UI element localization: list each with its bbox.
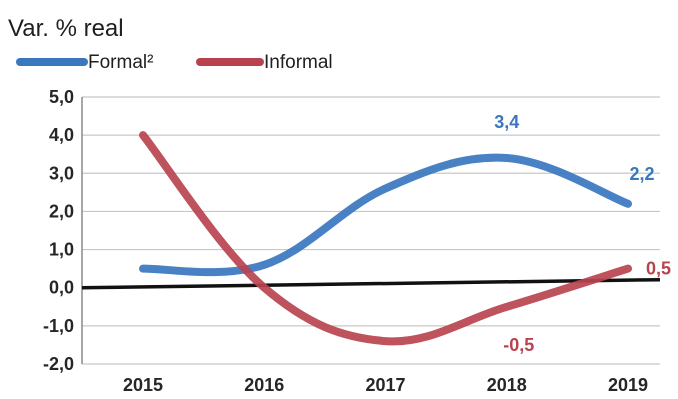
zero-axis-line [81, 277, 661, 290]
y-axis-ticks: 5,0 4,0 3,0 2,0 1,0 0,0 -1,0 -2,0 [43, 87, 74, 374]
axes [81, 97, 661, 364]
y-tick-label-3: 2,0 [49, 201, 74, 221]
legend-label-informal: Informal [264, 52, 333, 73]
legend: Formal² Informal [16, 52, 333, 73]
x-axis-ticks: 2015 2016 2017 2018 2019 [123, 375, 648, 395]
y-tick-label-6: -1,0 [43, 316, 74, 336]
x-tick-label-2019: 2019 [608, 375, 648, 395]
y-tick-label-5: 0,0 [49, 278, 74, 298]
x-tick-label-2018: 2018 [487, 375, 527, 395]
data-label-informal-2019: 0,5 [646, 259, 671, 279]
data-labels: 3,4 2,2 -0,5 0,5 [494, 112, 671, 355]
legend-label-formal: Formal² [88, 52, 153, 73]
data-label-formal-2018: 3,4 [494, 112, 519, 132]
gridlines [82, 96, 660, 365]
y-tick-label-4: 1,0 [49, 240, 74, 260]
y-tick-label-7: -2,0 [43, 354, 74, 374]
series-line-informal [139, 131, 632, 346]
x-tick-label-2016: 2016 [244, 375, 284, 395]
chart-title: Var. % real [8, 15, 124, 42]
data-label-formal-2019: 2,2 [629, 164, 654, 184]
x-tick-label-2017: 2017 [365, 375, 405, 395]
series-lines [139, 131, 632, 346]
y-tick-label-0: 5,0 [49, 87, 74, 107]
x-tick-label-2015: 2015 [123, 375, 163, 395]
series-line-formal [139, 153, 632, 277]
data-label-informal-2018: -0,5 [503, 335, 534, 355]
y-tick-label-2: 3,0 [49, 163, 74, 183]
y-tick-label-1: 4,0 [49, 125, 74, 145]
